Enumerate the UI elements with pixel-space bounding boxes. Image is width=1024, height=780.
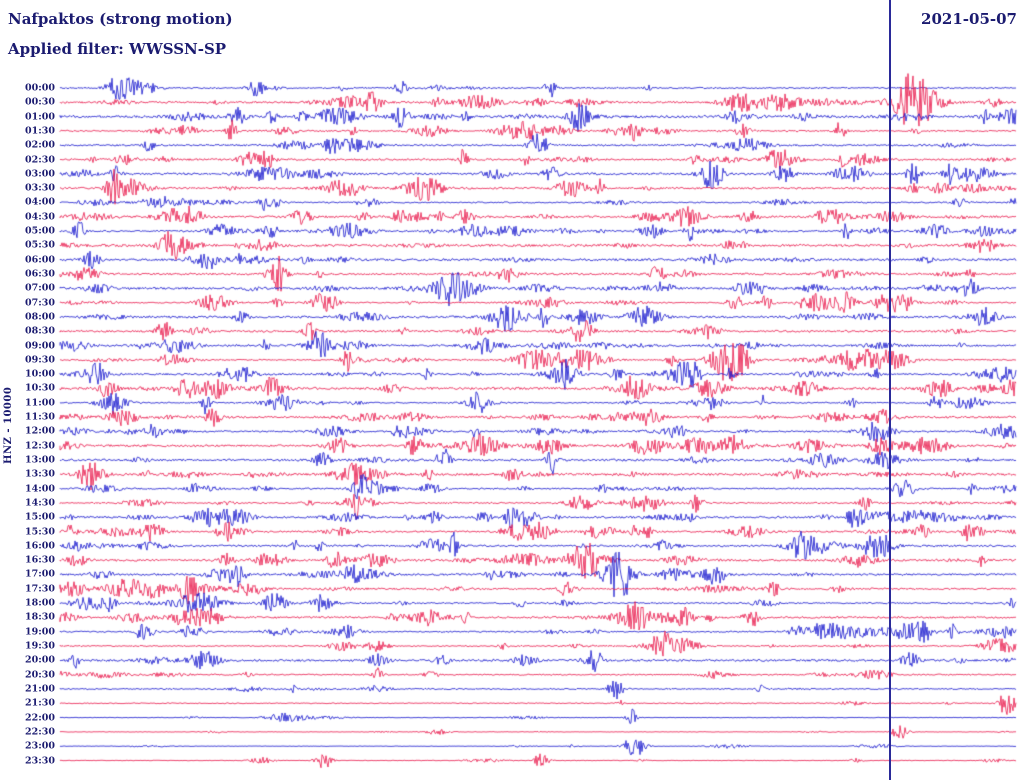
time-label: 22:00 [25,711,55,723]
time-label: 05:00 [25,225,55,237]
time-label: 00:00 [25,82,55,94]
time-label: 19:30 [25,640,55,652]
station-title: Nafpaktos (strong motion) [8,10,233,28]
time-label: 21:00 [25,683,55,695]
time-label: 16:30 [25,554,55,566]
time-label: 13:30 [25,468,55,480]
time-label: 14:00 [25,482,55,494]
time-label: 18:30 [25,611,55,623]
time-label: 13:00 [25,454,55,466]
time-label: 07:30 [25,296,55,308]
time-label: 01:30 [25,125,55,137]
time-label: 07:00 [25,282,55,294]
time-label: 10:30 [25,382,55,394]
time-label: 02:00 [25,139,55,151]
time-label: 01:00 [25,110,55,122]
time-label: 17:30 [25,583,55,595]
time-label: 06:30 [25,268,55,280]
date-label: 2021-05-07 [921,10,1017,28]
time-label: 14:30 [25,497,55,509]
time-label: 15:30 [25,525,55,537]
time-label: 19:00 [25,625,55,637]
time-label: 23:00 [25,740,55,752]
time-label: 22:30 [25,726,55,738]
time-label: 20:00 [25,654,55,666]
time-label: 06:00 [25,253,55,265]
time-label: 04:30 [25,211,55,223]
time-label: 02:30 [25,153,55,165]
time-label: 18:00 [25,597,55,609]
time-label: 08:00 [25,311,55,323]
time-label: 17:00 [25,568,55,580]
time-label: 16:00 [25,540,55,552]
time-label: 10:00 [25,368,55,380]
time-label: 00:30 [25,96,55,108]
time-label: 21:30 [25,697,55,709]
time-label: 05:30 [25,239,55,251]
current-time-marker-line [889,0,891,780]
time-label: 03:00 [25,168,55,180]
time-label: 03:30 [25,182,55,194]
time-axis: 00:00 00:30 01:00 01:30 02:00 02:30 03:00 03:30… [0,0,57,780]
time-label: 09:30 [25,354,55,366]
time-label: 08:30 [25,325,55,337]
time-label: 12:30 [25,439,55,451]
time-label: 12:00 [25,425,55,437]
time-label: 23:30 [25,754,55,766]
applied-filter-label: Applied filter: WWSSN-SP [8,40,227,58]
time-label: 09:00 [25,339,55,351]
time-label: 20:30 [25,668,55,680]
time-label: 04:00 [25,196,55,208]
time-label: 11:30 [25,411,55,423]
time-label: 11:00 [25,397,55,409]
time-label: 15:00 [25,511,55,523]
